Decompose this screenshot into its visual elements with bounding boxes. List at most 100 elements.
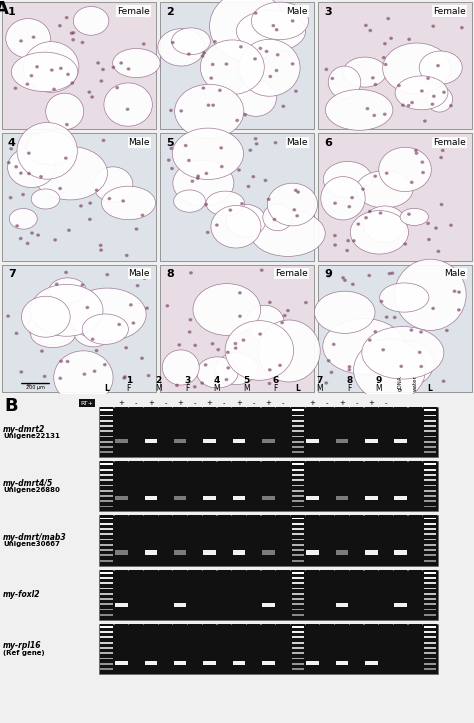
Circle shape — [372, 77, 374, 79]
Circle shape — [325, 69, 328, 70]
Circle shape — [190, 272, 192, 274]
Ellipse shape — [395, 76, 448, 110]
Circle shape — [450, 224, 452, 226]
Bar — [292, 414, 304, 416]
Circle shape — [36, 66, 38, 68]
Ellipse shape — [357, 356, 383, 376]
Bar — [424, 414, 437, 416]
Bar — [292, 523, 304, 525]
Circle shape — [102, 69, 104, 71]
Text: -: - — [356, 400, 358, 406]
Ellipse shape — [73, 311, 115, 347]
Bar — [292, 446, 304, 448]
Circle shape — [408, 213, 410, 215]
Bar — [100, 642, 113, 643]
Circle shape — [86, 307, 89, 309]
Bar — [129, 515, 143, 565]
Bar — [262, 461, 275, 511]
Circle shape — [391, 272, 393, 274]
Bar — [306, 570, 319, 620]
Circle shape — [461, 27, 463, 29]
Ellipse shape — [211, 205, 261, 248]
Circle shape — [91, 96, 93, 98]
Circle shape — [387, 17, 390, 20]
Bar — [424, 549, 437, 551]
Bar — [247, 461, 261, 511]
Bar — [424, 555, 437, 556]
Bar — [379, 515, 393, 565]
Circle shape — [365, 25, 367, 27]
Circle shape — [437, 64, 439, 67]
Bar — [100, 469, 113, 471]
Bar — [115, 515, 128, 565]
Circle shape — [287, 309, 289, 312]
Bar — [292, 560, 304, 562]
Circle shape — [27, 242, 29, 244]
Bar — [424, 495, 437, 497]
Text: 200 μm: 200 μm — [26, 385, 45, 390]
Bar — [145, 550, 157, 555]
Circle shape — [453, 290, 456, 292]
Bar — [262, 439, 275, 443]
Circle shape — [347, 239, 349, 241]
Text: 4: 4 — [8, 138, 16, 148]
Ellipse shape — [210, 0, 285, 61]
Bar — [262, 515, 275, 565]
Text: -: - — [282, 400, 284, 406]
Bar — [320, 515, 334, 565]
Text: +: + — [339, 400, 345, 406]
Ellipse shape — [350, 210, 409, 254]
Ellipse shape — [216, 353, 258, 385]
Ellipse shape — [174, 85, 244, 138]
Bar — [424, 446, 437, 448]
Ellipse shape — [239, 39, 300, 96]
Bar — [318, 265, 473, 392]
Circle shape — [143, 277, 146, 279]
Circle shape — [283, 315, 286, 317]
Bar — [350, 407, 364, 457]
Bar — [365, 661, 378, 665]
Bar — [424, 560, 437, 562]
Bar — [232, 407, 246, 457]
Bar — [100, 593, 113, 594]
Bar — [336, 603, 348, 607]
Bar — [292, 555, 304, 556]
Circle shape — [297, 191, 300, 193]
Bar — [159, 407, 173, 457]
Text: Male: Male — [128, 269, 150, 278]
Bar — [318, 2, 473, 129]
Ellipse shape — [237, 10, 306, 52]
Ellipse shape — [46, 93, 84, 129]
Circle shape — [229, 209, 232, 211]
Text: +: + — [310, 400, 316, 406]
Ellipse shape — [328, 66, 361, 98]
Bar — [379, 461, 393, 511]
Bar — [203, 439, 216, 443]
Circle shape — [236, 119, 238, 121]
Circle shape — [411, 101, 413, 103]
Bar — [115, 439, 128, 443]
Bar — [145, 496, 157, 500]
Bar — [292, 609, 304, 610]
Bar — [1, 133, 156, 261]
Bar — [100, 663, 113, 664]
Bar — [292, 441, 304, 442]
Circle shape — [202, 87, 205, 89]
Bar — [291, 624, 305, 674]
Circle shape — [19, 237, 22, 239]
Bar — [100, 555, 113, 556]
Circle shape — [40, 176, 42, 178]
Bar — [409, 570, 422, 620]
Bar — [424, 539, 437, 541]
Ellipse shape — [28, 310, 75, 344]
Ellipse shape — [27, 131, 74, 165]
Circle shape — [458, 291, 460, 293]
Bar — [424, 441, 437, 442]
Bar — [292, 518, 304, 519]
Bar — [129, 407, 143, 457]
Circle shape — [194, 344, 196, 346]
Bar — [203, 550, 216, 555]
Bar — [100, 523, 113, 525]
Bar — [291, 570, 305, 620]
Bar — [424, 489, 437, 492]
